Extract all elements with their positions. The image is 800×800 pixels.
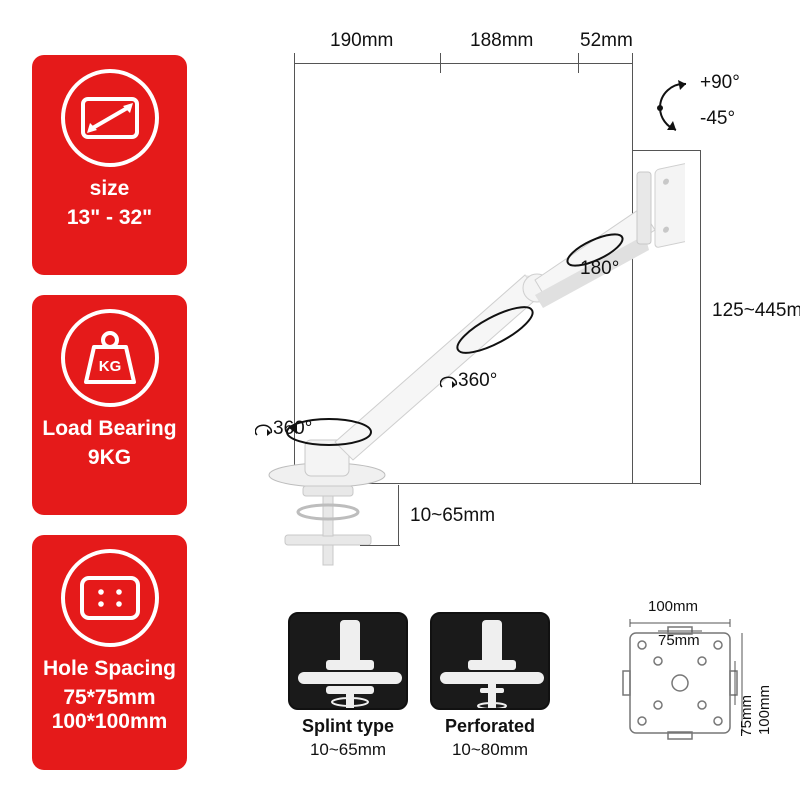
hole-spacing-icon — [61, 549, 159, 647]
card-hole-title: Hole Spacing — [43, 657, 176, 680]
dim-clamp: 10~65mm — [410, 505, 495, 527]
rot-base: 360° — [255, 418, 312, 440]
card-load-title: Load Bearing — [42, 417, 176, 440]
mount-perf-caption: Perforated — [430, 716, 550, 737]
card-size-value: 13" - 32" — [67, 206, 152, 230]
card-load: KG Load Bearing 9KG — [32, 295, 187, 515]
dim-top2: 188mm — [470, 30, 533, 52]
dim-top1: 190mm — [330, 30, 393, 52]
size-icon — [61, 69, 159, 167]
dim-height: 125~445mm — [712, 300, 800, 322]
dim-height-line — [700, 150, 701, 485]
card-hole-value2: 100*100mm — [52, 710, 168, 734]
mount-splint-caption: Splint type — [288, 716, 408, 737]
tilt-down: -45° — [700, 108, 735, 130]
card-load-value: 9KG — [88, 446, 131, 470]
vesa-inner-h: 75mm — [658, 632, 700, 649]
mount-splint-box — [288, 612, 408, 710]
card-hole-value1: 75*75mm — [63, 686, 155, 710]
dim-clamp-vline — [398, 485, 399, 545]
card-hole: Hole Spacing 75*75mm 100*100mm — [32, 535, 187, 770]
dim-top3: 52mm — [580, 30, 633, 52]
vesa-outer-v: 100mm — [756, 685, 773, 735]
mount-splint-range: 10~65mm — [288, 740, 408, 760]
rot-swivel: 180° — [580, 258, 619, 280]
vesa-inner-v: 75mm — [738, 695, 755, 737]
mount-perf-box — [430, 612, 550, 710]
dim-clamp-tick — [360, 545, 400, 546]
card-size-title: size — [90, 177, 130, 200]
svg-text:KG: KG — [98, 358, 121, 375]
rot-mid: 360° — [440, 370, 497, 392]
card-size: size 13" - 32" — [32, 55, 187, 275]
dim-top-line — [294, 63, 632, 64]
tilt-up: +90° — [700, 72, 740, 94]
vesa-outer-h: 100mm — [648, 598, 698, 615]
monitor-arm-diagram — [225, 100, 685, 570]
mount-perf-range: 10~80mm — [430, 740, 550, 760]
weight-icon: KG — [61, 309, 159, 407]
